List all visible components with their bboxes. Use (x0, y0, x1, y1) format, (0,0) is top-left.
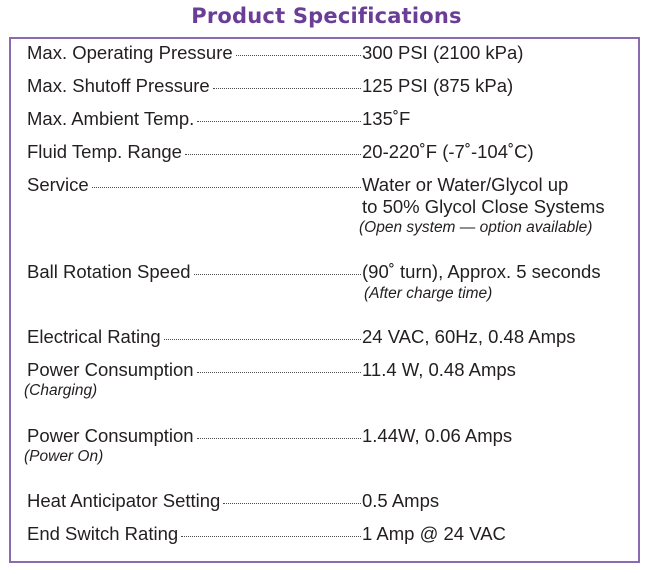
spec-note: (Power On) (24, 448, 104, 465)
dot-leader (184, 154, 361, 155)
spec-label-container: Service (27, 172, 362, 198)
specifications-box (9, 37, 640, 563)
spec-label: End Switch Rating (27, 523, 179, 544)
spec-label: Power Consumption (27, 425, 194, 446)
spec-value: 20-220˚F (-7˚-104˚C) (362, 141, 534, 162)
dot-leader (212, 88, 361, 89)
spec-value: 1 Amp @ 24 VAC (362, 523, 506, 544)
spec-note: (Charging) (24, 382, 98, 399)
spec-row-max-operating-pressure: Max. Operating Pressure 300 PSI (2100 kP… (27, 40, 627, 66)
spec-label: Max. Operating Pressure (27, 42, 233, 63)
dot-leader (223, 503, 361, 504)
spec-row-power-consumption-charging: Power Consumption 11.4 W, 0.48 Amps (27, 357, 627, 383)
spec-row-fluid-temp-range: Fluid Temp. Range 20-220˚F (-7˚-104˚C) (27, 139, 627, 165)
spec-value-continued: to 50% Glycol Close Systems (362, 196, 605, 217)
spec-label: Power Consumption (27, 359, 194, 380)
spec-value: (90˚ turn), Approx. 5 seconds (362, 261, 601, 282)
spec-value: 1.44W, 0.06 Amps (362, 425, 513, 446)
spec-label: Ball Rotation Speed (27, 261, 191, 282)
spec-label: Fluid Temp. Range (27, 141, 182, 162)
dot-leader (196, 438, 361, 439)
spec-row-end-switch-rating: End Switch Rating 1 Amp @ 24 VAC (27, 521, 627, 547)
spec-label-container: Max. Ambient Temp. (27, 106, 362, 132)
spec-label-container: Heat Anticipator Setting (27, 488, 362, 514)
spec-note: (Open system — option available) (359, 219, 593, 236)
spec-label-container: Fluid Temp. Range (27, 139, 362, 165)
dot-leader (197, 121, 361, 122)
dot-leader (235, 55, 361, 56)
spec-label-container: Max. Operating Pressure (27, 40, 362, 66)
dot-leader (196, 372, 361, 373)
spec-value: 125 PSI (875 kPa) (362, 75, 514, 96)
spec-value: 11.4 W, 0.48 Amps (362, 359, 516, 380)
spec-row-max-shutoff-pressure: Max. Shutoff Pressure 125 PSI (875 kPa) (27, 73, 627, 99)
spec-label-container: Ball Rotation Speed (27, 259, 362, 285)
spec-label-container: Max. Shutoff Pressure (27, 73, 362, 99)
spec-row-heat-anticipator-setting: Heat Anticipator Setting 0.5 Amps (27, 488, 627, 514)
spec-label: Service (27, 174, 89, 195)
spec-row-electrical-rating: Electrical Rating 24 VAC, 60Hz, 0.48 Amp… (27, 324, 627, 350)
spec-label-container: Electrical Rating (27, 324, 362, 350)
spec-label: Max. Ambient Temp. (27, 108, 195, 129)
dot-leader (193, 274, 361, 275)
dot-leader (163, 339, 361, 340)
spec-label: Electrical Rating (27, 326, 161, 347)
spec-row-power-consumption-power-on: Power Consumption 1.44W, 0.06 Amps (27, 423, 627, 449)
spec-value: 0.5 Amps (362, 490, 440, 511)
spec-label-container: Power Consumption (27, 357, 362, 383)
spec-label: Heat Anticipator Setting (27, 490, 221, 511)
spec-note: (After charge time) (364, 285, 493, 302)
spec-value: 300 PSI (2100 kPa) (362, 42, 524, 63)
spec-row-service: Service Water or Water/Glycol up (27, 172, 627, 198)
spec-label-container: Power Consumption (27, 423, 362, 449)
spec-label: Max. Shutoff Pressure (27, 75, 210, 96)
page-title: Product Specifications (191, 4, 462, 28)
spec-value: Water or Water/Glycol up (362, 174, 569, 195)
dot-leader (181, 536, 361, 537)
spec-value: 24 VAC, 60Hz, 0.48 Amps (362, 326, 576, 347)
spec-label-container: End Switch Rating (27, 521, 362, 547)
dot-leader (91, 187, 361, 188)
spec-row-ball-rotation-speed: Ball Rotation Speed (90˚ turn), Approx. … (27, 259, 627, 285)
spec-row-max-ambient-temp: Max. Ambient Temp. 135˚F (27, 106, 627, 132)
spec-value: 135˚F (362, 108, 411, 129)
